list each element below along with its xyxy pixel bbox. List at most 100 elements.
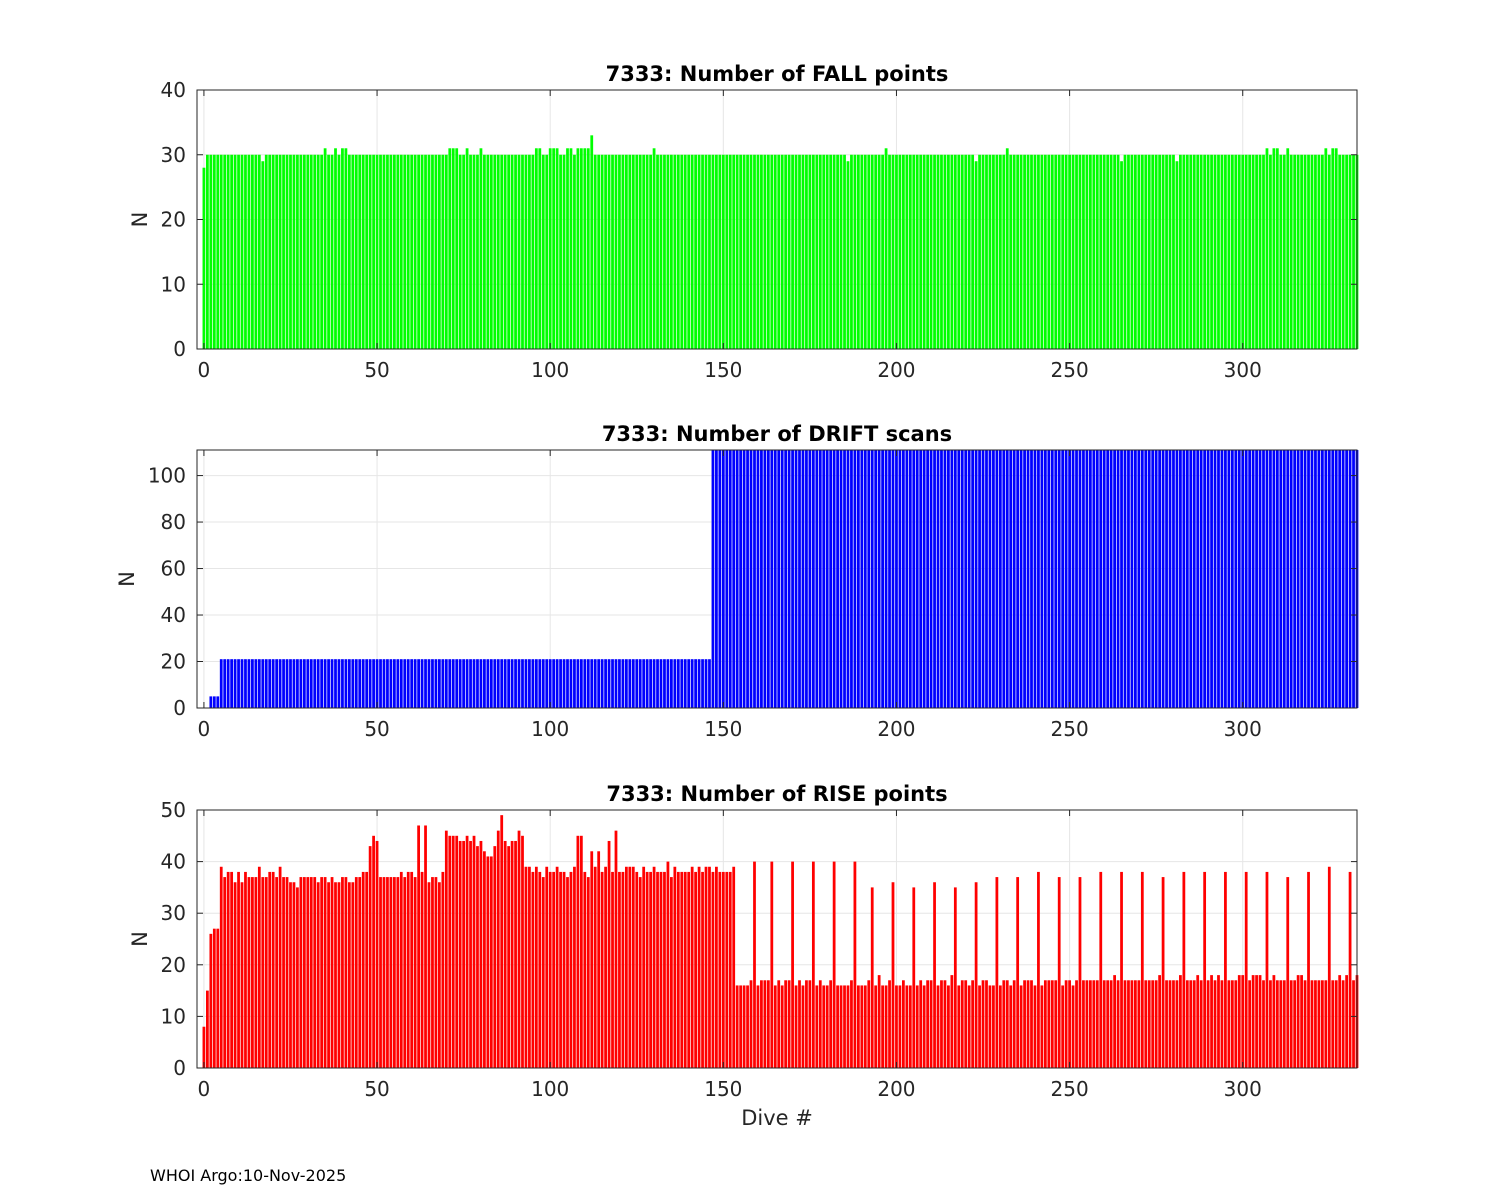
bar: [1199, 154, 1203, 349]
bar: [500, 659, 504, 708]
bar: [396, 154, 400, 349]
bar: [472, 154, 476, 349]
bar: [209, 154, 213, 349]
bar: [1206, 980, 1210, 1068]
bar: [593, 866, 597, 1068]
bar: [1116, 154, 1120, 349]
bar: [465, 659, 469, 708]
bar: [483, 154, 486, 349]
bar: [753, 861, 756, 1068]
bar: [711, 871, 715, 1068]
bar: [1310, 450, 1314, 708]
bar: [1282, 450, 1286, 708]
bar: [690, 659, 694, 708]
bar: [226, 871, 230, 1068]
bar: [905, 450, 909, 708]
bar: [756, 154, 760, 349]
bar: [1234, 980, 1238, 1068]
bar: [787, 450, 791, 708]
bar: [1262, 980, 1265, 1068]
bar: [763, 154, 767, 349]
bar: [327, 659, 330, 708]
bar: [805, 154, 808, 349]
bar: [1047, 450, 1051, 708]
bar: [541, 659, 545, 708]
bar: [607, 659, 611, 708]
bar: [382, 877, 386, 1068]
bar: [1064, 450, 1068, 708]
bar: [278, 866, 282, 1068]
bar: [1137, 980, 1141, 1068]
bar: [638, 154, 642, 349]
bar: [1068, 980, 1071, 1068]
bar: [476, 846, 479, 1068]
bar: [1279, 980, 1283, 1068]
bar: [1109, 154, 1113, 349]
bar: [410, 659, 414, 708]
bar: [742, 154, 746, 349]
bar: [818, 154, 822, 349]
bar: [1237, 450, 1241, 708]
bar: [1165, 450, 1168, 708]
bar: [666, 659, 670, 708]
bar: [1023, 154, 1026, 349]
bar: [555, 659, 559, 708]
bar: [1237, 975, 1241, 1068]
bar: [680, 659, 684, 708]
bar: [1082, 154, 1085, 349]
bar: [1050, 154, 1054, 349]
bar: [881, 450, 884, 708]
bar: [1341, 980, 1345, 1068]
bar: [285, 659, 289, 708]
bar: [766, 450, 770, 708]
bar: [413, 877, 417, 1068]
bar: [296, 154, 299, 349]
bar: [600, 659, 604, 708]
bar: [1088, 154, 1092, 349]
bar: [316, 154, 320, 349]
bar: [1203, 450, 1207, 708]
bar: [701, 871, 704, 1068]
bar: [341, 659, 344, 708]
bar: [715, 450, 718, 708]
y-tick-label: 20: [161, 953, 186, 977]
bar: [1009, 450, 1013, 708]
bar: [1019, 985, 1023, 1068]
bar: [784, 980, 788, 1068]
bar: [981, 980, 985, 1068]
bar: [212, 154, 216, 349]
bar: [701, 154, 704, 349]
bar: [1123, 450, 1127, 708]
bar: [455, 835, 459, 1068]
bar: [420, 154, 424, 349]
bar: [320, 659, 324, 708]
bar: [538, 871, 542, 1068]
bar: [420, 871, 424, 1068]
bar: [351, 659, 355, 708]
bar: [524, 154, 528, 349]
bar: [271, 154, 275, 349]
bar: [1300, 450, 1303, 708]
bar: [943, 450, 947, 708]
x-axis-label: Dive #: [741, 1106, 813, 1130]
bar: [448, 659, 452, 708]
bar: [555, 866, 559, 1068]
axes-box: [196, 809, 1358, 1069]
bar: [974, 161, 978, 349]
bar: [652, 866, 656, 1068]
bar: [247, 154, 251, 349]
bar: [1005, 980, 1009, 1068]
bar: [451, 148, 455, 349]
bar: [496, 830, 500, 1068]
bar: [486, 659, 490, 708]
bar: [1026, 980, 1030, 1068]
bar: [361, 659, 365, 708]
bar: [670, 877, 673, 1068]
bar: [822, 450, 826, 708]
bar: [441, 659, 445, 708]
bar: [566, 877, 569, 1068]
bar: [770, 450, 774, 708]
bar: [798, 980, 801, 1068]
bar: [940, 450, 943, 708]
bar: [1040, 154, 1044, 349]
